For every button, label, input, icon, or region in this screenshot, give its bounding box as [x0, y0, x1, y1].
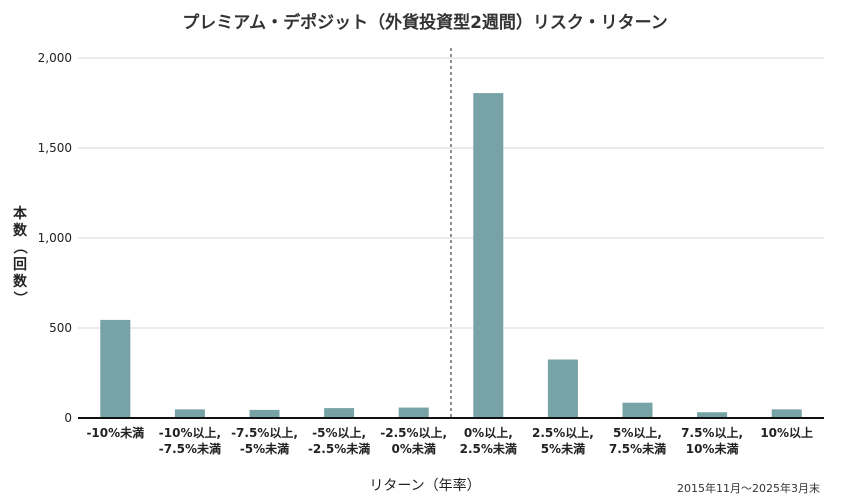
x-tick-label: 10%以上	[760, 425, 813, 440]
x-tick-label: -7.5%以上,	[231, 425, 298, 440]
x-tick-label: -5%未満	[240, 441, 289, 456]
x-tick-label: 0%以上,	[464, 425, 513, 440]
y-tick-label: 1,500	[38, 141, 72, 155]
y-axis-title-char: ）	[11, 291, 27, 305]
y-axis-title-char: 数	[13, 273, 28, 290]
x-axis-categories: -10%未満 -10%以上,-7.5%未満 -7.5%以上,-5%未満 -5%以上,-…	[86, 425, 813, 456]
x-tick-label: -2.5%以上,	[380, 425, 447, 440]
x-tick-label: 5%未満	[541, 441, 585, 456]
y-tick-label: 2,000	[38, 51, 72, 65]
y-axis-title-char: （	[11, 240, 27, 254]
x-tick-label: -5%以上,	[312, 425, 366, 440]
y-axis-title-char: 数	[13, 222, 28, 239]
y-axis-ticks: 0 500 1,000 1,500 2,000	[38, 51, 72, 425]
x-tick-label: -10%以上,	[159, 425, 221, 440]
bar	[622, 402, 653, 418]
bar	[473, 93, 504, 418]
x-tick-label: 2.5%以上,	[532, 425, 594, 440]
x-axis-title: リターン（年率）	[369, 477, 480, 494]
period-note: 2015年11月〜2025年3月末	[677, 481, 820, 495]
bar	[324, 408, 355, 418]
bar	[771, 409, 802, 418]
bar	[547, 359, 578, 418]
bar	[697, 412, 728, 418]
bar	[249, 409, 280, 418]
x-tick-label: 10%未満	[686, 441, 739, 456]
chart-title: プレミアム・デポジット（外貨投資型2週間）リスク・リターン	[182, 12, 667, 33]
bars	[100, 93, 802, 418]
bar	[100, 319, 131, 418]
bar	[398, 407, 429, 418]
bar	[174, 409, 205, 418]
gridlines	[78, 57, 824, 329]
x-tick-label: -7.5%未満	[159, 441, 221, 456]
x-tick-label: -2.5%未満	[308, 441, 370, 456]
x-tick-label: -10%未満	[86, 425, 144, 440]
x-tick-label: 2.5%未満	[460, 441, 517, 456]
x-tick-label: 7.5%以上,	[681, 425, 743, 440]
y-tick-label: 1,000	[38, 231, 72, 245]
y-tick-label: 500	[49, 321, 72, 335]
y-axis-title: 本数（回数）	[11, 205, 28, 305]
y-axis-title-char: 回	[13, 257, 27, 273]
x-tick-label: 0%未満	[392, 441, 436, 456]
y-axis-title-char: 本	[13, 205, 28, 222]
x-tick-label: 7.5%未満	[609, 441, 666, 456]
y-tick-label: 0	[64, 411, 72, 425]
x-tick-label: 5%以上,	[613, 425, 662, 440]
